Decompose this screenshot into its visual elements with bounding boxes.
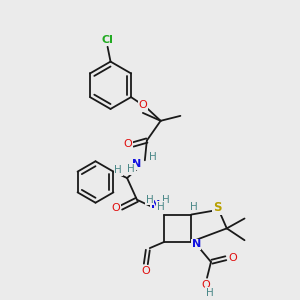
Text: S: S — [213, 201, 221, 214]
Text: O: O — [142, 266, 150, 276]
Text: O: O — [202, 280, 210, 290]
Text: O: O — [228, 253, 237, 263]
Text: H: H — [162, 195, 170, 205]
Text: H: H — [114, 165, 122, 175]
Text: H: H — [149, 152, 157, 162]
Text: H: H — [190, 202, 198, 212]
Text: Cl: Cl — [102, 35, 113, 45]
Text: H: H — [206, 287, 214, 298]
Text: H: H — [127, 164, 135, 174]
Text: N: N — [132, 159, 142, 169]
Text: O: O — [124, 140, 133, 149]
Text: H: H — [146, 195, 154, 205]
Text: H: H — [157, 202, 164, 212]
Text: O: O — [139, 100, 147, 110]
Text: O: O — [112, 203, 121, 213]
Text: N: N — [151, 200, 160, 210]
Text: N: N — [191, 239, 201, 249]
